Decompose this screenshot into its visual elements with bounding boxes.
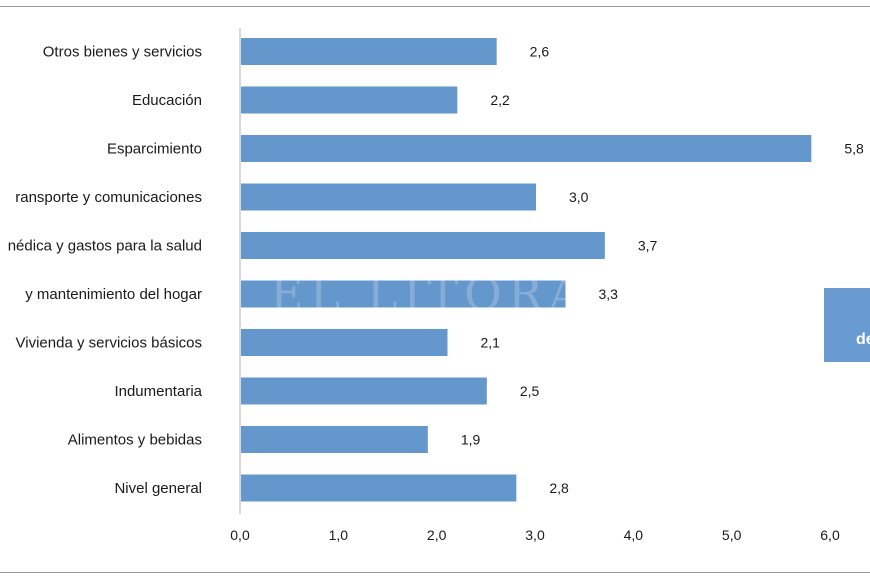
note-box [824, 288, 870, 362]
value-label: 5,8 [844, 141, 864, 157]
note-box-text: de [856, 331, 870, 348]
category-label: Otros bienes y servicios [43, 44, 202, 61]
value-label: 3,7 [638, 238, 658, 254]
category-label: Vivienda y servicios básicos [16, 335, 202, 352]
x-tick-label: 0,0 [230, 527, 250, 543]
bar-9 [241, 474, 517, 502]
bar-1 [241, 86, 458, 114]
chart-frame [0, 6, 870, 573]
category-label: Educación [132, 92, 202, 109]
bar-7 [241, 377, 487, 405]
x-axis-ticks: 0,0 1,0 2,0 3,0 4,0 5,0 6,0 [230, 527, 840, 543]
category-label: Nivel general [114, 480, 202, 497]
bar-2 [241, 135, 812, 162]
bars-layer [241, 38, 812, 502]
x-tick-label: 5,0 [722, 527, 742, 543]
value-label: 2,2 [490, 92, 510, 108]
value-label: 2,6 [530, 44, 550, 60]
bar-0 [241, 38, 497, 65]
bar-6 [241, 329, 448, 356]
category-label: Indumentaria [114, 383, 202, 400]
value-label: 1,9 [461, 432, 481, 448]
bar-4 [241, 232, 605, 259]
value-label: 3,0 [569, 189, 589, 205]
bar-3 [241, 183, 536, 211]
category-label: y mantenimiento del hogar [25, 286, 202, 303]
value-label: 2,1 [481, 335, 501, 351]
value-label: 2,5 [520, 383, 540, 399]
value-label: 2,8 [549, 480, 569, 496]
category-label: Esparcimiento [107, 141, 202, 158]
x-tick-label: 6,0 [820, 527, 840, 543]
labels-layer: Otros bienes y servicios 2,6 Educación 2,2 E… [8, 44, 864, 498]
bar-8 [241, 426, 428, 453]
x-tick-label: 1,0 [329, 527, 349, 543]
x-tick-label: 3,0 [525, 527, 545, 543]
category-label: Alimentos y bebidas [68, 432, 202, 449]
x-tick-label: 2,0 [427, 527, 447, 543]
category-label: nédica y gastos para la salud [8, 238, 202, 255]
bar-5 [241, 280, 566, 308]
watermark-text: EL LITORAL [270, 267, 624, 321]
x-tick-label: 4,0 [624, 527, 644, 543]
value-label: 3,3 [599, 286, 619, 302]
category-label: ransporte y comunicaciones [15, 189, 202, 206]
